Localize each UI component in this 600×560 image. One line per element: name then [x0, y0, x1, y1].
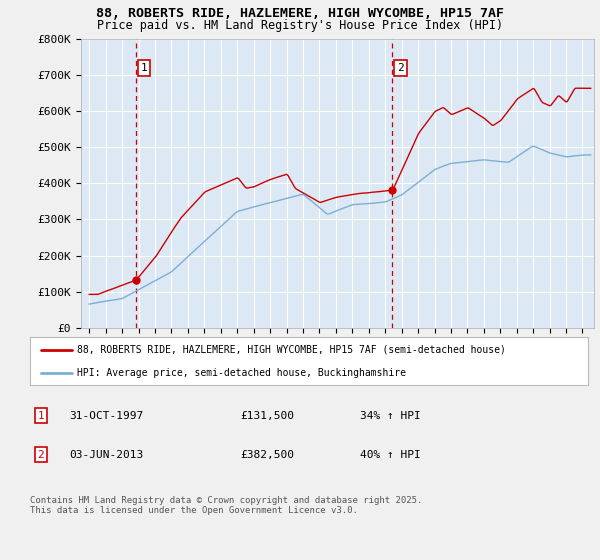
Text: 40% ↑ HPI: 40% ↑ HPI	[360, 450, 421, 460]
Text: 34% ↑ HPI: 34% ↑ HPI	[360, 410, 421, 421]
Text: 88, ROBERTS RIDE, HAZLEMERE, HIGH WYCOMBE, HP15 7AF (semi-detached house): 88, ROBERTS RIDE, HAZLEMERE, HIGH WYCOMB…	[77, 345, 506, 355]
Text: 2: 2	[37, 450, 44, 460]
Text: HPI: Average price, semi-detached house, Buckinghamshire: HPI: Average price, semi-detached house,…	[77, 368, 406, 378]
Text: £131,500: £131,500	[240, 410, 294, 421]
Text: Price paid vs. HM Land Registry's House Price Index (HPI): Price paid vs. HM Land Registry's House …	[97, 19, 503, 32]
Text: Contains HM Land Registry data © Crown copyright and database right 2025.
This d: Contains HM Land Registry data © Crown c…	[30, 496, 422, 515]
Text: 2: 2	[397, 63, 404, 73]
Text: 1: 1	[140, 63, 148, 73]
Text: £382,500: £382,500	[240, 450, 294, 460]
Text: 1: 1	[37, 410, 44, 421]
Text: 88, ROBERTS RIDE, HAZLEMERE, HIGH WYCOMBE, HP15 7AF: 88, ROBERTS RIDE, HAZLEMERE, HIGH WYCOMB…	[96, 7, 504, 20]
Text: 03-JUN-2013: 03-JUN-2013	[69, 450, 143, 460]
Text: 31-OCT-1997: 31-OCT-1997	[69, 410, 143, 421]
